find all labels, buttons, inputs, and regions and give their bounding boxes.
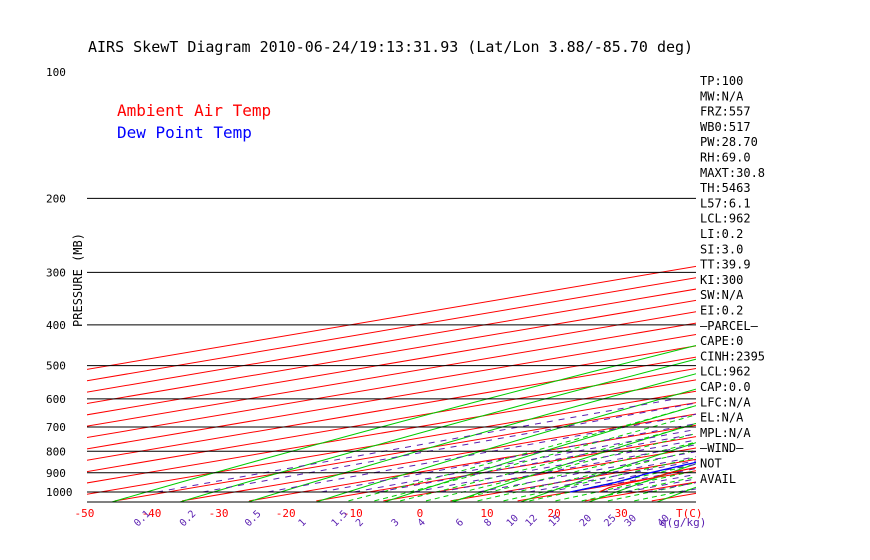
mixing-ratio-line [478, 451, 696, 493]
isotherm-line [87, 356, 696, 461]
mixing-ratio-line [440, 444, 696, 493]
parameter-entry: CAPE:0 [700, 334, 743, 348]
parameter-entry: AVAIL [700, 472, 736, 486]
parameter-entry: WB0:517 [700, 120, 751, 134]
parameter-entry: —WIND— [700, 441, 744, 455]
parameter-entry: MW:N/A [700, 89, 744, 103]
moist-adiabat-line [348, 405, 696, 502]
parameter-entry: LCL:962 [700, 365, 751, 379]
bottom-temperature-tick-label: -30 [209, 507, 229, 520]
moist-adiabat-line [400, 423, 696, 502]
bottom-temperature-tick-label: -50 [74, 507, 94, 520]
mixing-ratio-unit-label: q(g/kg) [660, 516, 706, 529]
parameter-entry: EL:N/A [700, 411, 744, 425]
parameter-entry: TP:100 [700, 74, 743, 88]
bottom-temperature-tick-label: 20 [547, 507, 560, 520]
dry-adiabat-line [178, 358, 696, 502]
parameter-entry: EI:0.2 [700, 304, 743, 318]
pressure-tick-label: 300 [46, 266, 66, 279]
parameter-entry: SW:N/A [700, 288, 744, 302]
isotherm-line [182, 413, 696, 502]
mixing-ratio-line [202, 402, 696, 493]
bottom-temperature-tick-label: 10 [480, 507, 493, 520]
isotherm-line [114, 402, 696, 502]
parameter-entry: LCL:962 [700, 212, 751, 226]
bottom-temperature-tick-label: -20 [276, 507, 296, 520]
temperature-unit-label: T(C) [676, 507, 703, 520]
pressure-tick-label: 700 [46, 421, 66, 434]
moist-adiabat-line [477, 449, 696, 502]
mixing-ratio-line [528, 460, 696, 493]
isotherm-line [87, 368, 696, 473]
pressure-tick-label: 800 [46, 445, 66, 458]
chart-title: AIRS SkewT Diagram 2010-06-24/19:13:31.9… [88, 38, 693, 56]
bottom-temperature-tick-label: -40 [142, 507, 162, 520]
mixing-ratio-line [570, 468, 696, 493]
pressure-tick-label: 600 [46, 393, 66, 406]
parameter-entry: MPL:N/A [700, 426, 751, 440]
bottom-temperature-tick-label: -10 [343, 507, 363, 520]
parameter-entry: NOT [700, 457, 722, 471]
pressure-tick-label: 900 [46, 467, 66, 480]
pressure-tick-label: 400 [46, 319, 66, 332]
legend-ambient-air-temp: Ambient Air Temp [117, 101, 271, 120]
mixing-ratio-line [267, 413, 696, 493]
dry-adiabat-line [246, 373, 696, 502]
dry-adiabat-line [109, 344, 696, 502]
bottom-temperature-tick-label: 0 [417, 507, 424, 520]
isotherm-line [87, 265, 696, 370]
background-grid [87, 265, 696, 502]
pressure-tick-label: 100 [46, 66, 66, 79]
isotherm-line [249, 424, 696, 502]
parameter-entry: MAXT:30.8 [700, 166, 765, 180]
moist-adiabat-line [529, 463, 696, 502]
mixing-ratio-line [320, 423, 696, 493]
parameter-entry: KI:300 [700, 273, 743, 287]
parameter-entry: L57:6.1 [700, 196, 751, 210]
isotherm-line [87, 379, 696, 484]
pressure-tick-label: 1000 [46, 486, 73, 499]
parameter-entry: RH:69.0 [700, 151, 751, 165]
parameter-entry: TT:39.9 [700, 258, 751, 272]
dew-point-temp-line [570, 461, 696, 493]
sounding-profiles [570, 461, 696, 493]
isotherm-line [87, 390, 696, 495]
bottom-temperature-tick-label: 30 [615, 507, 628, 520]
mixing-ratio-line [413, 439, 696, 493]
isotherm-line [87, 333, 696, 439]
mixing-ratio-line [156, 398, 677, 493]
isotherm-line [87, 345, 696, 450]
parameter-entry: FRZ:557 [700, 105, 751, 119]
bottom-temperature-tick-labels: -50 -40 -30 -20 -10 0 10 20 30 [74, 507, 627, 520]
parameter-entry: TH:5463 [700, 181, 751, 195]
legend-dew-point-temp: Dew Point Temp [117, 123, 252, 142]
pressure-tick-label: 200 [46, 192, 66, 205]
mixing-ratio-line [506, 456, 696, 493]
mixing-ratio-line [354, 428, 696, 493]
pressure-tick-label: 500 [46, 360, 66, 373]
parameter-entry: LI:0.2 [700, 227, 743, 241]
parameter-entry: PW:28.70 [700, 135, 758, 149]
dry-adiabat-line [314, 388, 696, 502]
y-axis-label: PRESSURE (MB) [71, 233, 85, 327]
parameter-entry: LFC:N/A [700, 395, 751, 409]
parameter-entry: CAP:0.0 [700, 380, 751, 394]
mixing-ratio-line [547, 463, 696, 493]
parameter-entry: SI:3.0 [700, 242, 743, 256]
pressure-tick-labels: 100 200 300 400 500 600 700 800 900 1000 [46, 66, 73, 499]
mixing-ratio-line [378, 433, 696, 493]
parameter-entry: CINH:2395 [700, 349, 765, 363]
parameter-entry: —PARCEL— [700, 319, 759, 333]
ambient-air-temp-line [598, 466, 696, 493]
isobar-lines [87, 197, 696, 503]
dry-adiabat-line [382, 405, 696, 502]
